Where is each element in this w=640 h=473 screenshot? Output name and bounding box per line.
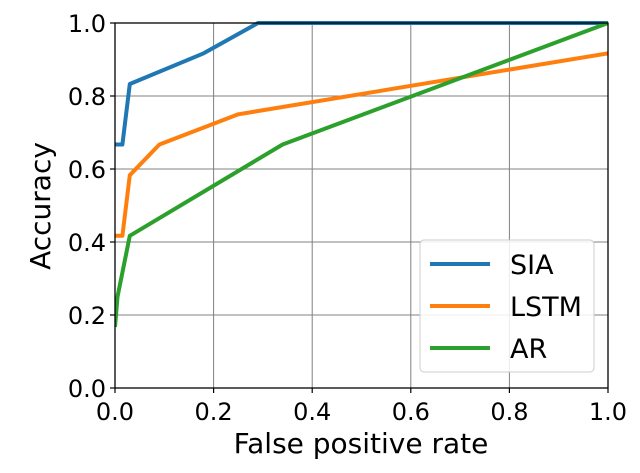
y-tick-label: 0.8	[68, 83, 106, 111]
x-tick-label: 0.4	[293, 398, 331, 426]
x-tick-label: 1.0	[589, 398, 627, 426]
series-line-sia	[115, 21, 608, 147]
x-tick-label: 0.8	[490, 398, 528, 426]
x-tick-label: 0.6	[392, 398, 430, 426]
y-tick-labels: 0.0 0.2 0.4 0.6 0.8 1.0	[68, 10, 115, 403]
plot-frame	[114, 22, 609, 389]
series-line-lstm	[115, 51, 608, 238]
y-tick-label: 1.0	[68, 10, 106, 38]
y-axis-label: Accuracy	[24, 142, 57, 270]
x-tick-labels: 0.0 0.2 0.4 0.6 0.8 1.0	[96, 388, 627, 426]
legend-label-sia: SIA	[510, 250, 554, 281]
y-tick-label: 0.0	[68, 375, 106, 403]
x-tick-label: 0.0	[96, 398, 134, 426]
x-axis-label: False positive rate	[234, 427, 489, 460]
x-tick-label: 0.2	[195, 398, 233, 426]
legend-label-ar: AR	[510, 334, 547, 365]
legend-label-lstm: LSTM	[510, 292, 582, 323]
legend-box	[419, 239, 595, 373]
y-tick-label: 0.2	[68, 302, 106, 330]
series-line-ar	[115, 21, 608, 328]
y-tick-label: 0.6	[68, 156, 106, 184]
y-tick-label: 0.4	[68, 229, 106, 257]
legend: SIA LSTM AR	[419, 239, 595, 373]
